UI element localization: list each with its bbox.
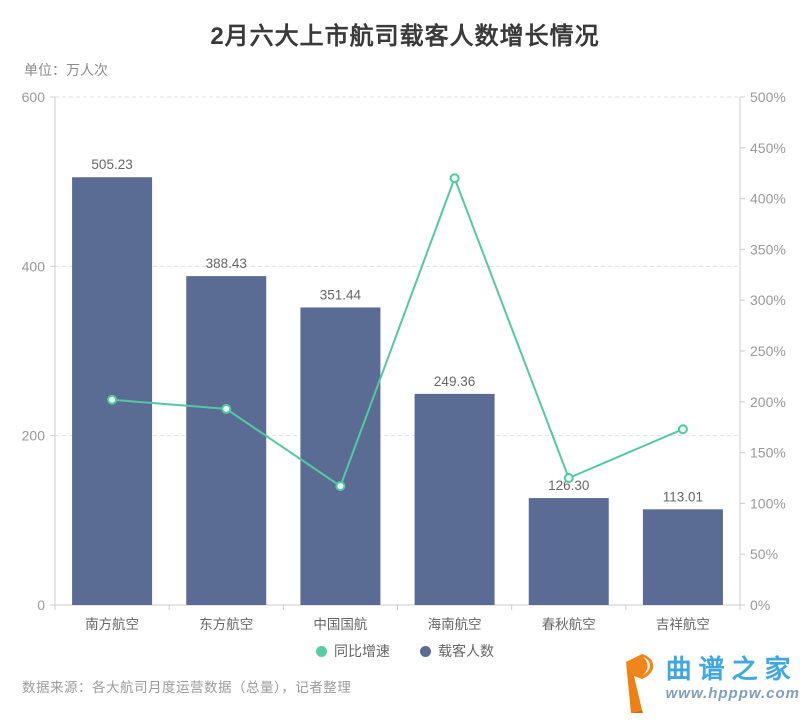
right-axis-tick-label: 250% (750, 343, 786, 359)
right-axis-tick-label: 350% (750, 241, 786, 257)
right-axis-tick-label: 50% (750, 546, 778, 562)
left-axis-tick-label: 600 (22, 89, 46, 105)
bar-value-label: 505.23 (91, 157, 132, 172)
bar-value-label: 249.36 (434, 374, 475, 389)
legend-item-passengers[interactable]: 载客人数 (420, 641, 494, 661)
bar-东方航空[interactable] (186, 276, 267, 605)
left-axis-tick-label: 400 (22, 258, 46, 274)
legend-dot-passengers-icon (420, 645, 431, 657)
left-axis-tick-label: 200 (22, 428, 46, 444)
bar-春秋航空[interactable] (528, 498, 609, 605)
right-axis-tick-label: 300% (750, 292, 786, 308)
bar-吉祥航空[interactable] (642, 509, 723, 605)
site-watermark: 曲谱之家 www.hpppw.com (612, 652, 800, 714)
pennant-logo-icon (625, 654, 653, 713)
x-axis-category-label: 南方航空 (85, 617, 139, 632)
right-axis-tick-label: 500% (750, 89, 786, 105)
bar-value-label: 126.30 (548, 478, 589, 493)
bar-海南航空[interactable] (414, 393, 495, 605)
legend-label-passengers: 载客人数 (438, 643, 494, 659)
bar-南方航空[interactable] (72, 177, 153, 606)
watermark-site-url: www.hpppw.com (665, 685, 800, 703)
data-source-note: 数据来源：各大航司月度运营数据（总量），记者整理 (22, 680, 352, 695)
growth-line-point[interactable] (221, 403, 232, 414)
x-axis-category-label: 吉祥航空 (656, 617, 710, 632)
x-axis-category-label: 中国国航 (313, 617, 367, 632)
right-axis-tick-label: 400% (750, 191, 786, 207)
growth-line-point[interactable] (107, 394, 118, 405)
bar-中国国航[interactable] (300, 307, 381, 605)
left-axis-tick-label: 0 (37, 597, 45, 613)
growth-line-point[interactable] (677, 424, 688, 435)
right-axis-tick-label: 100% (750, 495, 786, 511)
watermark-site-name: 曲谱之家 (665, 654, 798, 684)
unit-label: 单位：万人次 (24, 62, 108, 78)
chart-title: 2月六大上市航司载客人数增长情况 (210, 23, 600, 50)
legend-dot-growth-icon (316, 645, 327, 657)
legend-item-growth[interactable]: 同比增速 (316, 641, 390, 661)
right-axis-tick-label: 200% (750, 394, 786, 410)
right-axis-tick-label: 450% (750, 140, 786, 156)
right-axis-tick-label: 0% (750, 597, 770, 613)
bar-value-label: 351.44 (320, 287, 362, 302)
x-axis-category-label: 海南航空 (428, 617, 482, 632)
right-axis-tick-label: 150% (750, 445, 786, 461)
x-axis-category-label: 东方航空 (199, 617, 253, 632)
growth-line-point[interactable] (563, 473, 574, 483)
growth-line-point[interactable] (335, 481, 346, 492)
chart-legend: 同比增速 载客人数 (0, 641, 810, 661)
growth-line-point[interactable] (449, 173, 460, 184)
legend-label-growth: 同比增速 (334, 643, 390, 659)
growth-line[interactable] (112, 177, 684, 488)
bar-value-label: 388.43 (206, 256, 247, 271)
bar-value-label: 113.01 (663, 489, 703, 504)
watermark-texts: 曲谱之家 www.hpppw.com (666, 652, 800, 702)
x-axis-category-label: 春秋航空 (542, 617, 596, 632)
